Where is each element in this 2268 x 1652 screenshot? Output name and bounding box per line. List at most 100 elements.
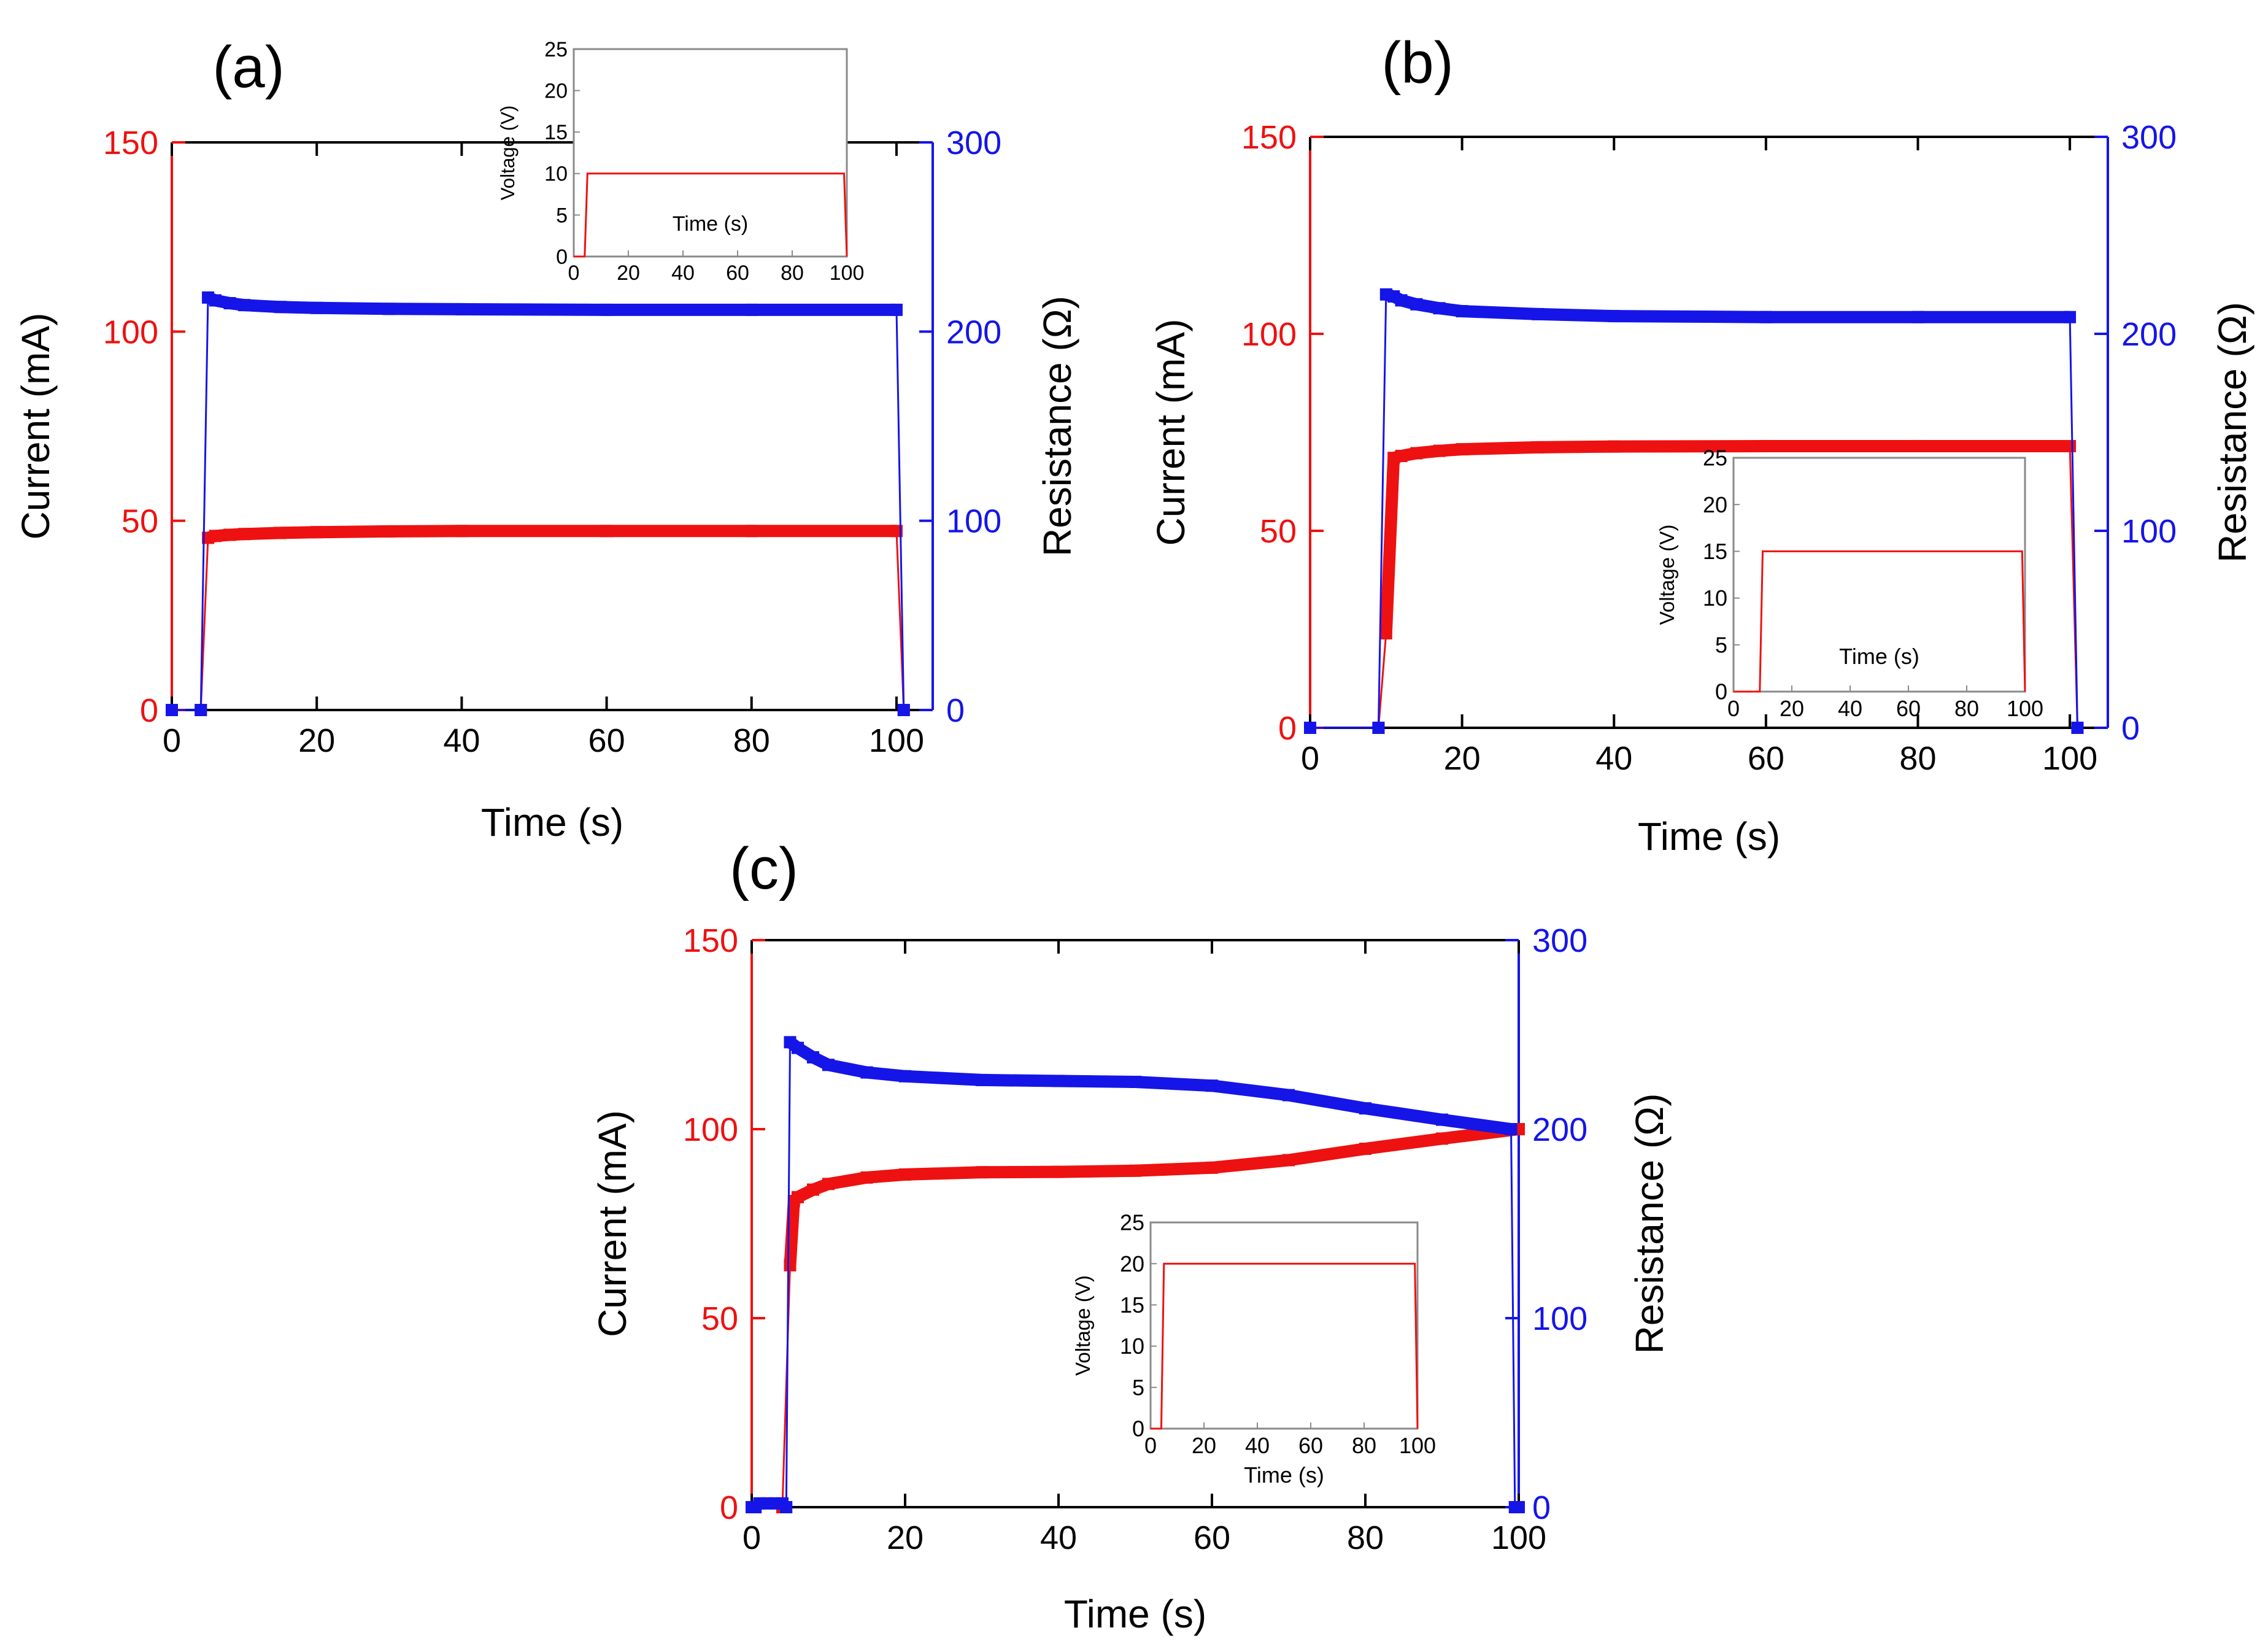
left-y-tick-label: 150 — [1241, 119, 1297, 156]
resistance-data-point — [274, 301, 287, 314]
inset-x-tick-label: 20 — [1192, 1433, 1216, 1458]
resistance-data-point — [600, 303, 613, 316]
resistance-series-line — [172, 296, 905, 711]
resistance-series-markers — [786, 1037, 1512, 1135]
x-tick-label: 60 — [1194, 1519, 1230, 1556]
panel-label: (b) — [1381, 30, 1453, 96]
right-y-tick-label: 100 — [1532, 1300, 1587, 1337]
current-data-point — [976, 1166, 988, 1179]
current-data-point — [2064, 439, 2077, 452]
resistance-data-point — [860, 1066, 873, 1079]
current-data-point — [238, 528, 251, 541]
inset-frame — [1149, 1221, 1419, 1430]
voltage-inset: 0 20 40 60 80 100 0 5 10 15 20 25 Time (s) Voltage (V… — [497, 38, 864, 285]
current-data-point — [455, 525, 468, 538]
current-data-point — [1911, 439, 1924, 452]
current-data-point — [383, 525, 396, 538]
left-y-axis-title: Current (mA) — [590, 1110, 634, 1337]
resistance-data-point — [822, 1059, 835, 1071]
resistance-data-point — [2071, 722, 2084, 734]
current-data-point — [600, 525, 613, 538]
inset-x-tick-label: 40 — [1838, 696, 1862, 721]
resistance-data-point — [1436, 1113, 1448, 1126]
x-tick-label: 40 — [1040, 1519, 1077, 1556]
current-data-point — [1608, 440, 1621, 453]
inset-y-tick-label: 10 — [1120, 1334, 1144, 1359]
current-data-point — [745, 525, 758, 538]
x-tick-label: 100 — [2042, 740, 2097, 777]
current-data-point — [1395, 450, 1408, 463]
resistance-data-point — [807, 1051, 819, 1063]
resistance-data-point — [238, 299, 251, 312]
current-data-point — [1410, 447, 1423, 460]
resistance-data-point — [166, 704, 178, 716]
right-y-tick-label: 200 — [946, 314, 1001, 350]
inset-x-tick-label: 80 — [1954, 696, 1979, 721]
inset-y-tick-label: 20 — [1703, 492, 1727, 517]
inset-y-tick-label: 0 — [1132, 1416, 1144, 1442]
current-data-point — [1532, 441, 1545, 454]
inset-x-tick-label: 40 — [671, 261, 695, 285]
x-tick-label: 40 — [1595, 740, 1632, 777]
inset-y-axis-title: Voltage (V) — [1656, 525, 1679, 625]
x-tick-label: 0 — [163, 722, 181, 759]
current-data-point — [310, 526, 323, 539]
inset-y-tick-label: 5 — [1132, 1375, 1144, 1400]
current-data-point — [899, 1168, 911, 1181]
inset-y-tick-label: 15 — [544, 121, 568, 144]
voltage-series-line — [574, 172, 848, 258]
resistance-data-point — [1608, 310, 1621, 323]
left-y-tick-label: 50 — [122, 503, 158, 540]
right-y-tick-label: 200 — [1532, 1111, 1587, 1148]
x-axis-title: Time (s) — [1638, 814, 1780, 859]
inset-y-tick-label: 25 — [1120, 1210, 1144, 1235]
right-y-tick-label: 0 — [2121, 710, 2140, 747]
inset-frame — [573, 48, 848, 258]
resistance-data-point — [792, 1041, 804, 1054]
inset-x-tick-label: 100 — [830, 261, 865, 285]
current-data-point — [1379, 627, 1392, 639]
voltage-series-line — [1734, 550, 2026, 693]
left-y-tick-label: 100 — [103, 314, 158, 350]
resistance-data-point — [1410, 298, 1423, 311]
panel-label: (c) — [730, 836, 798, 901]
right-y-tick-label: 0 — [1532, 1489, 1551, 1526]
current-data-point — [1282, 1154, 1295, 1167]
current-data-point — [223, 528, 236, 541]
resistance-data-point — [1129, 1076, 1141, 1088]
current-data-point — [1206, 1161, 1218, 1174]
current-data-point — [1456, 443, 1468, 456]
resistance-data-point — [1206, 1079, 1218, 1092]
inset-y-tick-label: 10 — [1703, 585, 1727, 611]
inset-x-tick-label: 100 — [2007, 696, 2043, 721]
left-y-tick-label: 150 — [103, 125, 158, 161]
current-data-point — [792, 1191, 804, 1203]
left-y-tick-label: 50 — [701, 1300, 738, 1337]
current-data-point — [822, 1178, 835, 1191]
resistance-data-point — [899, 1070, 911, 1083]
left-y-axis-title: Current (mA) — [1149, 319, 1193, 546]
x-tick-label: 100 — [1491, 1519, 1546, 1556]
right-y-tick-label: 300 — [946, 125, 1001, 161]
inset-y-axis-title: Voltage (V) — [1072, 1275, 1095, 1376]
inset-x-tick-label: 60 — [726, 261, 749, 285]
current-data-point — [1359, 1143, 1371, 1156]
current-data-point — [1759, 439, 1772, 452]
current-data-point — [784, 1259, 796, 1272]
left-y-tick-label: 0 — [1278, 710, 1297, 747]
x-tick-label: 80 — [1899, 740, 1936, 777]
right-y-tick-label: 300 — [2121, 119, 2177, 156]
x-tick-label: 60 — [588, 722, 625, 759]
inset-x-axis-title: Time (s) — [1839, 644, 1919, 669]
right-y-tick-label: 0 — [946, 692, 965, 729]
resistance-data-point — [2064, 311, 2077, 323]
resistance-data-point — [1456, 305, 1468, 318]
inset-y-tick-label: 5 — [556, 204, 568, 227]
inset-y-tick-label: 0 — [556, 245, 568, 269]
current-data-point — [1436, 1132, 1448, 1145]
inset-x-tick-label: 40 — [1245, 1433, 1270, 1458]
resistance-data-point — [745, 303, 758, 316]
